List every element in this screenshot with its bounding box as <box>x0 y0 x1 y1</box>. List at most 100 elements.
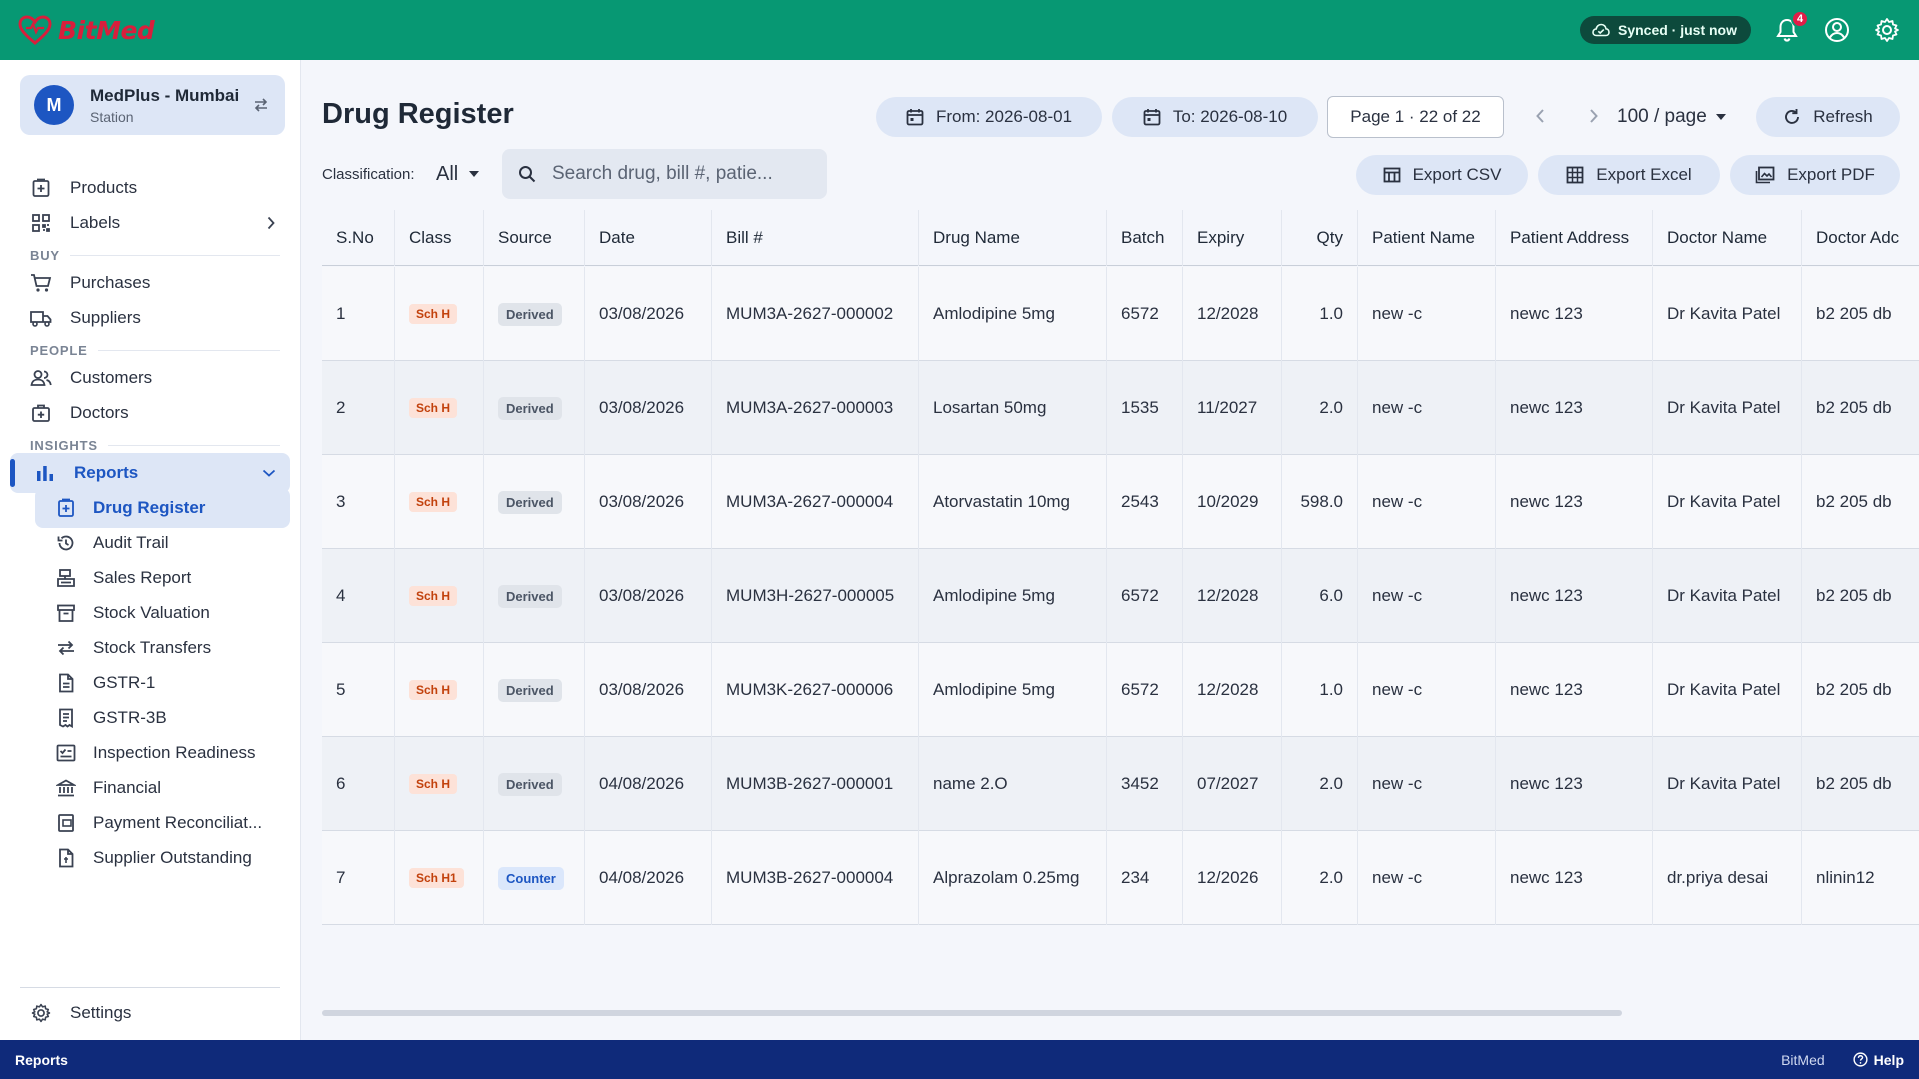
classification-select[interactable]: All <box>436 158 480 190</box>
prev-page-button[interactable] <box>1524 100 1556 132</box>
table-row[interactable]: 3 Sch H Derived 03/08/2026 MUM3A-2627-000004… <box>322 455 1919 549</box>
column-header[interactable]: Bill # <box>712 210 919 266</box>
table-row[interactable]: 4 Sch H Derived 03/08/2026 MUM3H-2627-000005… <box>322 549 1919 643</box>
sidebar-item-labels[interactable]: Labels <box>20 203 290 243</box>
cell-expiry: 12/2028 <box>1183 549 1282 643</box>
refresh-label: Refresh <box>1813 107 1873 126</box>
sidebar-item-payment-reconciliation[interactable]: Payment Reconciliat... <box>35 803 290 843</box>
sidebar-item-stock-valuation[interactable]: Stock Valuation <box>35 593 290 633</box>
column-header[interactable]: Date <box>585 210 712 266</box>
main-content: Drug Register From: 2026-08-01 To: 2026-… <box>302 60 1919 1040</box>
cell-source: Derived <box>484 267 585 361</box>
schedule-badge: Sch H <box>409 492 458 512</box>
sidebar-item-settings[interactable]: Settings <box>20 993 290 1033</box>
receipt-icon <box>55 707 77 729</box>
source-badge: Derived <box>498 396 562 420</box>
export-pdf-button[interactable]: Export PDF <box>1730 155 1900 195</box>
page-title: Drug Register <box>322 98 514 130</box>
column-header[interactable]: Drug Name <box>919 210 1107 266</box>
column-header[interactable]: Class <box>395 210 484 266</box>
sidebar-item-sales-report[interactable]: Sales Report <box>35 558 290 598</box>
cell-qty: 1.0 <box>1282 267 1358 361</box>
refresh-icon <box>1785 109 1800 124</box>
sidebar-item-gstr-3b[interactable]: GSTR-3B <box>35 698 290 738</box>
sync-status-pill[interactable]: Synced · just now <box>1579 16 1751 44</box>
station-avatar: M <box>34 85 74 125</box>
cell-address: newc 123 <box>1496 267 1653 361</box>
cell-batch: 2543 <box>1107 455 1183 549</box>
help-button[interactable]: Help <box>1853 1052 1904 1068</box>
sidebar-item-supplier-outstanding[interactable]: Supplier Outstanding <box>35 838 290 878</box>
column-header[interactable]: Batch <box>1107 210 1183 266</box>
document-icon <box>55 672 77 694</box>
cell-doctor-addr: b2 205 db <box>1802 361 1919 455</box>
table-row[interactable]: 6 Sch H Derived 04/08/2026 MUM3B-2627-000001… <box>322 737 1919 831</box>
cell-drug: Amlodipine 5mg <box>919 643 1107 737</box>
date-from-button[interactable]: From: 2026-08-01 <box>876 97 1102 137</box>
column-header[interactable]: Doctor Adc <box>1802 210 1919 266</box>
sidebar-item-inspection-readiness[interactable]: Inspection Readiness <box>35 733 290 773</box>
chevron-right-icon <box>266 216 276 230</box>
station-switcher[interactable]: M MedPlus - Mumbai Station <box>20 75 285 135</box>
search-box[interactable] <box>502 149 827 199</box>
sidebar-item-stock-transfers[interactable]: Stock Transfers <box>35 628 290 668</box>
schedule-badge: Sch H <box>409 680 458 700</box>
cell-date: 04/08/2026 <box>585 737 712 831</box>
table-row[interactable]: 7 Sch H1 Counter 04/08/2026 MUM3B-2627-00000… <box>322 831 1919 925</box>
date-to-button[interactable]: To: 2026-08-10 <box>1112 97 1318 137</box>
export-excel-label: Export Excel <box>1596 165 1692 184</box>
sidebar-item-label: Doctors <box>70 403 129 422</box>
cell-batch: 3452 <box>1107 737 1183 831</box>
brand-logo[interactable]: BitMed <box>18 15 155 45</box>
column-header[interactable]: Patient Name <box>1358 210 1496 266</box>
sidebar-item-audit-trail[interactable]: Audit Trail <box>35 523 290 563</box>
horizontal-scrollbar[interactable] <box>322 1010 1622 1016</box>
account-button[interactable] <box>1823 16 1851 44</box>
sidebar-item-purchases[interactable]: Purchases <box>20 263 290 303</box>
sidebar-item-doctors[interactable]: Doctors <box>20 393 290 433</box>
refresh-button[interactable]: Refresh <box>1756 97 1900 137</box>
cell-batch: 234 <box>1107 831 1183 925</box>
history-icon <box>55 532 77 554</box>
cell-date: 03/08/2026 <box>585 361 712 455</box>
sidebar-item-customers[interactable]: Customers <box>20 358 290 398</box>
table-row[interactable]: 1 Sch H Derived 03/08/2026 MUM3A-2627-000002… <box>322 267 1919 361</box>
status-brand: BitMed <box>1781 1051 1825 1068</box>
column-header[interactable]: Patient Address <box>1496 210 1653 266</box>
sidebar-item-products[interactable]: Products <box>20 168 290 208</box>
column-header[interactable]: Source <box>484 210 585 266</box>
sidebar-item-label: Customers <box>70 368 153 387</box>
cell-bill: MUM3B-2627-000004 <box>712 831 919 925</box>
sidebar-item-reports[interactable]: Reports <box>10 453 290 493</box>
column-header[interactable]: Doctor Name <box>1653 210 1802 266</box>
swap-station-icon[interactable] <box>251 95 271 115</box>
cell-sno: 5 <box>322 643 395 737</box>
cell-source: Derived <box>484 455 585 549</box>
sync-status-text: Synced · just now <box>1617 22 1737 38</box>
export-csv-button[interactable]: Export CSV <box>1356 155 1528 195</box>
cell-bill: MUM3B-2627-000001 <box>712 737 919 831</box>
cell-address: newc 123 <box>1496 455 1653 549</box>
cell-qty: 1.0 <box>1282 643 1358 737</box>
cell-drug: Amlodipine 5mg <box>919 267 1107 361</box>
per-page-select[interactable]: 100 / page <box>1617 100 1727 134</box>
source-badge: Derived <box>498 584 562 608</box>
column-header[interactable]: S.No <box>322 210 395 266</box>
notifications-button[interactable]: 4 <box>1773 10 1809 44</box>
settings-button[interactable] <box>1873 16 1901 44</box>
column-header[interactable]: Expiry <box>1183 210 1282 266</box>
next-page-button[interactable] <box>1578 100 1610 132</box>
table-row[interactable]: 2 Sch H Derived 03/08/2026 MUM3A-2627-000003… <box>322 361 1919 455</box>
sidebar-item-suppliers[interactable]: Suppliers <box>20 298 290 338</box>
cell-patient: new -c <box>1358 831 1496 925</box>
table-row[interactable]: 5 Sch H Derived 03/08/2026 MUM3K-2627-000006… <box>322 643 1919 737</box>
sidebar-item-gstr-1[interactable]: GSTR-1 <box>35 663 290 703</box>
search-input[interactable] <box>552 163 807 185</box>
column-header[interactable]: Qty <box>1282 210 1358 266</box>
sidebar-item-financial[interactable]: Financial <box>35 768 290 808</box>
cell-sno: 4 <box>322 549 395 643</box>
cell-doctor: Dr Kavita Patel <box>1653 267 1802 361</box>
cell-class: Sch H <box>395 267 484 361</box>
export-excel-button[interactable]: Export Excel <box>1538 155 1720 195</box>
sidebar-item-drug-register[interactable]: Drug Register <box>35 488 290 528</box>
